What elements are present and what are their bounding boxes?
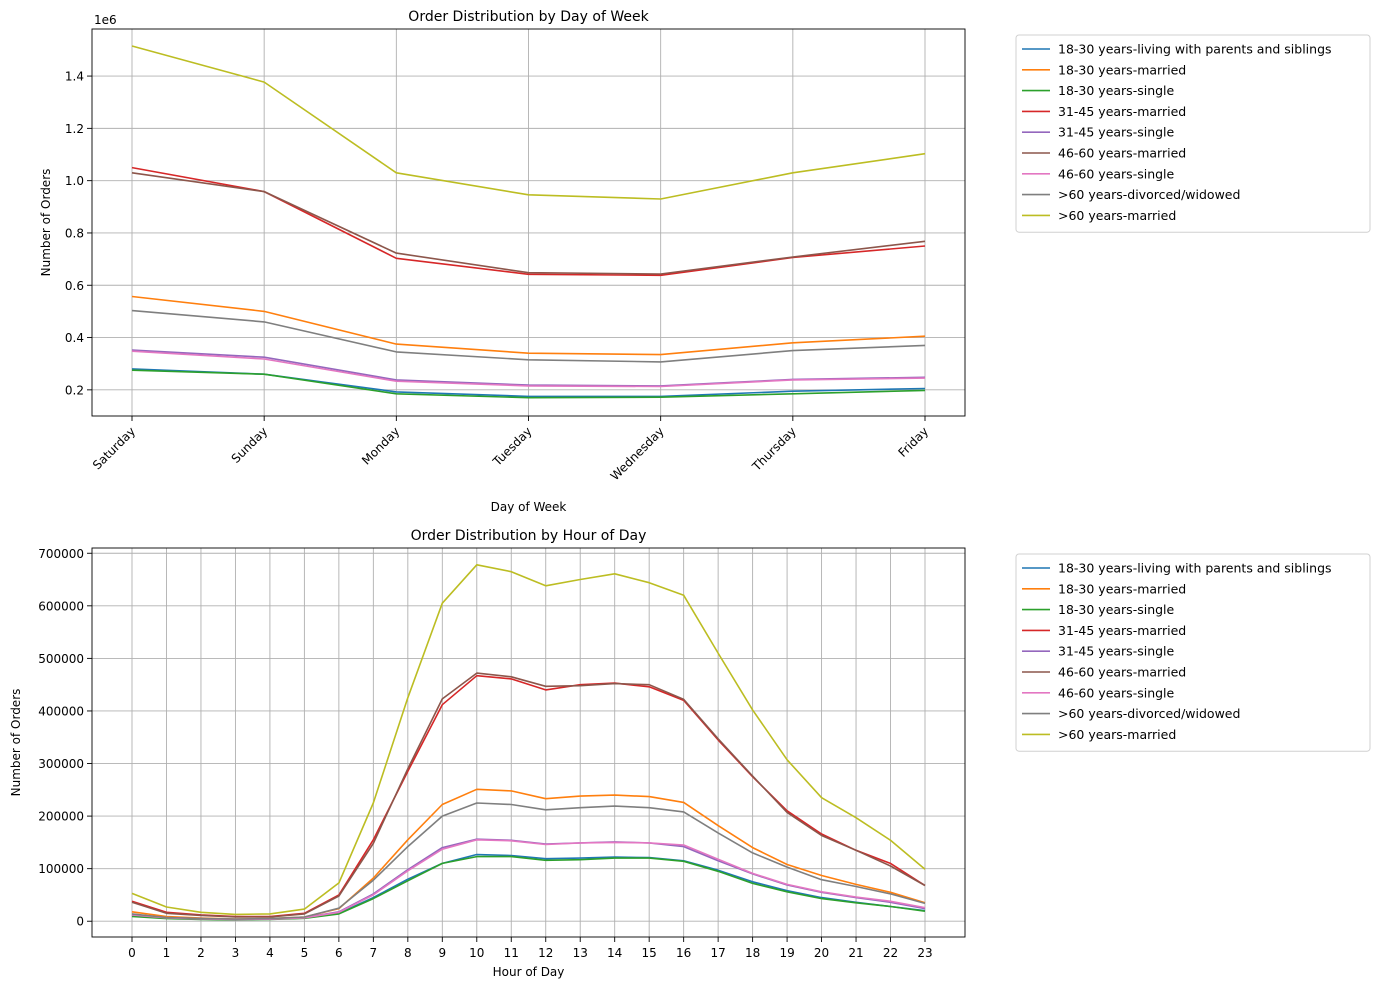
y-tick-label: 0.2 (65, 383, 84, 397)
x-axis-label: Hour of Day (493, 965, 565, 979)
series-line-46-60-years-single (131, 350, 926, 388)
x-tick-label: 10 (469, 946, 484, 960)
chart-title: Order Distribution by Hour of Day (411, 528, 647, 544)
y-tick-label: 1.0 (65, 174, 84, 188)
legend-label: 18-30 years-single (1058, 602, 1175, 617)
y-tick-label: 0.4 (65, 331, 84, 345)
x-tick-label: 3 (232, 946, 240, 960)
x-tick-label: 14 (607, 946, 622, 960)
series-line-60-years-divorced-widowed (131, 802, 926, 920)
series-line-31-45-years-single (131, 838, 926, 921)
series-line-18-30-years-living-with-parents-and-siblings (131, 853, 926, 921)
y-tick-label: 300000 (38, 757, 84, 771)
x-tick-label: 5 (301, 946, 309, 960)
y-tick-label: 200000 (38, 810, 84, 824)
legend-label: 18-30 years-married (1058, 62, 1186, 77)
legend: 18-30 years-living with parents and sibl… (1015, 34, 1371, 233)
x-tick-label: Monday (359, 424, 402, 467)
x-tick-label: 23 (917, 946, 932, 960)
y-tick-label: 100000 (38, 862, 84, 876)
chart-1: Saturday Sunday Monday Tuesday Wednesday Thur… (39, 9, 1371, 514)
x-tick-label: 12 (538, 946, 553, 960)
legend-label: 31-45 years-married (1058, 104, 1186, 119)
x-tick-label: 22 (883, 946, 898, 960)
x-tick-label: 21 (848, 946, 863, 960)
series-line-60-years-married (131, 563, 926, 916)
x-tick-label: 15 (642, 946, 657, 960)
x-tick-label: Thursday (749, 424, 799, 474)
x-tick-label: Tuesday (489, 424, 534, 469)
x-tick-label: 20 (814, 946, 829, 960)
legend-label: >60 years-married (1058, 208, 1176, 223)
legend-box (1015, 34, 1371, 233)
x-tick-label: 1 (163, 946, 171, 960)
series-line-18-30-years-married (131, 788, 926, 920)
series-line-31-45-years-married (131, 674, 926, 918)
x-tick-label: 6 (335, 946, 343, 960)
chart-2: 0 1 2 3 4 5 6 7 8 9 10 11 12 13 14 15 16 17 18 19 20 21 22 2301… (9, 528, 1371, 979)
x-tick-label: 16 (676, 946, 691, 960)
legend-label: 18-30 years-living with parents and sibl… (1058, 42, 1332, 57)
series-line-60-years-divorced-widowed (131, 309, 926, 363)
series-line-46-60-years-married (131, 172, 926, 275)
x-tick-label: 11 (504, 946, 519, 960)
series-line-18-30-years-married (131, 295, 926, 356)
legend-label: 18-30 years-married (1058, 581, 1186, 596)
series-line-46-60-years-married (131, 672, 926, 918)
x-tick-label: 19 (779, 946, 794, 960)
y-axis-label: Number of Orders (9, 689, 23, 797)
x-tick-label: 17 (710, 946, 725, 960)
x-tick-label: 8 (404, 946, 412, 960)
legend-label: >60 years-divorced/widowed (1058, 706, 1240, 721)
x-tick-label: 0 (128, 946, 136, 960)
legend-label: 31-45 years-single (1058, 125, 1175, 140)
plot-area-frame (91, 547, 966, 938)
series-line-46-60-years-single (131, 838, 926, 921)
x-tick-label: 18 (745, 946, 760, 960)
y-tick-label: 0 (76, 915, 84, 929)
legend-label: 31-45 years-single (1058, 644, 1175, 659)
y-offset-label: 1e6 (94, 13, 117, 27)
y-tick-label: 0.8 (65, 226, 84, 240)
x-tick-label: 4 (266, 946, 274, 960)
legend-label: 46-60 years-married (1058, 146, 1186, 161)
series-line-18-30-years-single (131, 369, 926, 399)
y-tick-label: 600000 (38, 599, 84, 613)
y-tick-label: 0.6 (65, 279, 84, 293)
legend-label: >60 years-divorced/widowed (1058, 187, 1240, 202)
x-tick-label: Friday (896, 424, 932, 460)
legend-label: 46-60 years-married (1058, 665, 1186, 680)
y-tick-label: 1.2 (65, 122, 84, 136)
legend-label: >60 years-married (1058, 727, 1176, 742)
series-line-60-years-married (131, 45, 926, 200)
y-tick-label: 500000 (38, 652, 84, 666)
legend-box (1015, 553, 1371, 752)
legend: 18-30 years-living with parents and sibl… (1015, 553, 1371, 752)
y-tick-label: 700000 (38, 547, 84, 561)
x-tick-label: Wednesday (608, 424, 667, 483)
y-tick-label: 1.4 (65, 70, 84, 84)
x-axis-label: Day of Week (491, 500, 567, 514)
x-tick-label: 9 (438, 946, 446, 960)
x-tick-label: Saturday (90, 424, 138, 472)
x-tick-label: Sunday (229, 424, 271, 466)
plot-area-frame (91, 28, 966, 417)
legend-label: 31-45 years-married (1058, 623, 1186, 638)
legend-label: 46-60 years-single (1058, 685, 1175, 700)
y-axis-label: Number of Orders (39, 169, 53, 277)
x-tick-label: 2 (197, 946, 205, 960)
x-tick-label: 7 (370, 946, 378, 960)
legend-label: 46-60 years-single (1058, 166, 1175, 181)
chart-title: Order Distribution by Day of Week (408, 9, 649, 25)
legend-label: 18-30 years-living with parents and sibl… (1058, 561, 1332, 576)
y-tick-label: 400000 (38, 704, 84, 718)
legend-label: 18-30 years-single (1058, 83, 1175, 98)
x-tick-label: 13 (573, 946, 588, 960)
